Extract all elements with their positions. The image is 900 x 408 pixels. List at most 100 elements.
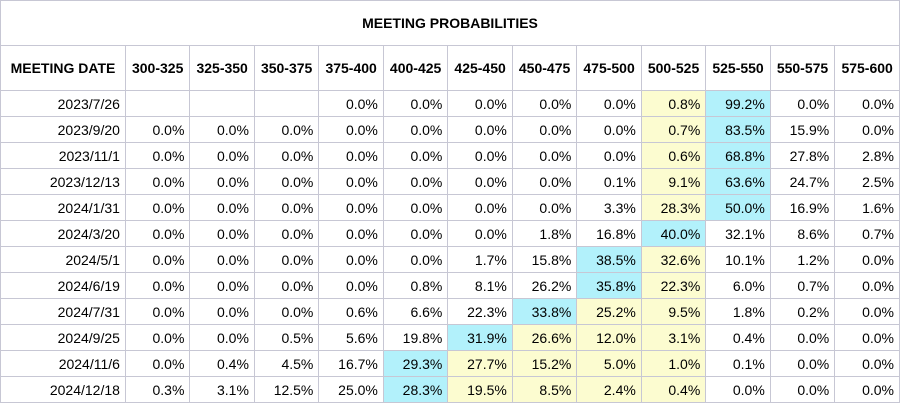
probability-cell: 0.0% [318, 116, 384, 143]
probability-cell: 0.0% [705, 376, 771, 403]
table-body: 2023/7/26 0.0% 0.0% 0.0% 0.0% 0.0% 0.8% 99.2% 0.… [0, 90, 900, 403]
probability-cell: 0.0% [189, 272, 255, 299]
probability-cell: 12.5% [253, 376, 320, 403]
probability-cell: 0.0% [382, 116, 449, 143]
probability-cell: 16.8% [576, 220, 642, 247]
probability-cell: 0.0% [382, 194, 449, 221]
probability-cell: 25.0% [318, 376, 384, 403]
probability-cell: 16.9% [769, 194, 836, 221]
probability-cell: 0.0% [447, 142, 513, 169]
probability-cell: 0.0% [318, 168, 384, 195]
probability-cell: 0.0% [447, 168, 513, 195]
probability-cell: 5.6% [318, 324, 384, 351]
probability-cell: 0.0% [189, 168, 255, 195]
probability-cell: 0.8% [640, 90, 707, 117]
probability-cell: 16.7% [318, 350, 384, 377]
probability-cell: 0.0% [124, 116, 191, 143]
column-header-500-525: 500-525 [640, 45, 707, 91]
table-row: 2024/5/1 0.0% 0.0% 0.0% 0.0% 0.0% 1.7% 15.8% 38.… [0, 246, 900, 273]
probability-cell: 40.0% [640, 220, 707, 247]
probability-cell: 0.5% [253, 324, 320, 351]
table-row: 2024/3/20 0.0% 0.0% 0.0% 0.0% 0.0% 0.0% 1.8% 16.… [0, 220, 900, 247]
meeting-date-cell: 2024/12/18 [0, 376, 126, 403]
probability-cell: 33.8% [511, 298, 578, 325]
probability-cell: 0.4% [705, 324, 771, 351]
probability-cell: 0.0% [318, 220, 384, 247]
probability-cell: 1.8% [705, 298, 771, 325]
column-header-375-400: 375-400 [318, 45, 384, 91]
probability-cell: 0.1% [576, 168, 642, 195]
meeting-date-cell: 2024/11/6 [0, 350, 126, 377]
probability-cell: 0.0% [189, 298, 255, 325]
probability-cell: 0.0% [253, 246, 320, 273]
probability-cell [189, 90, 255, 117]
probability-cell: 63.6% [705, 168, 771, 195]
probability-cell: 9.1% [640, 168, 707, 195]
probability-cell: 0.0% [189, 116, 255, 143]
column-header-row: MEETING DATE 300-325 325-350 350-375 375-400… [0, 45, 900, 91]
probability-cell: 0.0% [511, 168, 578, 195]
probability-cell: 8.6% [769, 220, 836, 247]
probability-cell: 3.1% [189, 376, 255, 403]
probability-cell: 0.0% [834, 298, 900, 325]
probability-cell: 10.1% [705, 246, 771, 273]
probability-cell: 2.4% [576, 376, 642, 403]
probability-cell: 0.0% [124, 142, 191, 169]
probability-cell: 6.6% [382, 298, 449, 325]
probability-cell: 28.3% [382, 376, 449, 403]
probability-cell: 0.0% [382, 90, 449, 117]
probability-cell: 2.8% [834, 142, 900, 169]
probability-cell: 0.0% [511, 116, 578, 143]
probability-cell: 2.5% [834, 168, 900, 195]
column-header-425-450: 425-450 [447, 45, 513, 91]
probability-cell: 0.0% [382, 142, 449, 169]
probability-cell [253, 90, 320, 117]
probability-cell: 99.2% [705, 90, 771, 117]
probability-cell: 4.5% [253, 350, 320, 377]
table-row: 2024/7/31 0.0% 0.0% 0.0% 0.6% 6.6% 22.3% 33.8% 2… [0, 298, 900, 325]
title-row: MEETING PROBABILITIES [0, 0, 900, 46]
probability-cell: 19.5% [447, 376, 513, 403]
probability-cell: 32.6% [640, 246, 707, 273]
probability-cell: 0.0% [124, 324, 191, 351]
probability-cell: 0.0% [253, 194, 320, 221]
probability-cell: 8.1% [447, 272, 513, 299]
probability-cell: 22.3% [447, 298, 513, 325]
probability-cell: 1.6% [834, 194, 900, 221]
probability-cell: 19.8% [382, 324, 449, 351]
probability-cell: 0.0% [576, 142, 642, 169]
probability-cell: 0.0% [189, 324, 255, 351]
column-header-575-600: 575-600 [834, 45, 900, 91]
meeting-date-cell: 2024/5/1 [0, 246, 126, 273]
probability-cell: 0.0% [576, 90, 642, 117]
probability-cell: 0.0% [834, 376, 900, 403]
table-row: 2024/1/31 0.0% 0.0% 0.0% 0.0% 0.0% 0.0% 0.0% 3.3… [0, 194, 900, 221]
probability-cell: 24.7% [769, 168, 836, 195]
probability-cell: 6.0% [705, 272, 771, 299]
probability-cell: 15.9% [769, 116, 836, 143]
probability-cell: 0.8% [382, 272, 449, 299]
meeting-date-cell: 2024/1/31 [0, 194, 126, 221]
meeting-date-cell: 2024/6/19 [0, 272, 126, 299]
probability-cell: 28.3% [640, 194, 707, 221]
probability-cell: 0.7% [769, 272, 836, 299]
probability-cell: 31.9% [447, 324, 513, 351]
probability-cell: 0.0% [382, 246, 449, 273]
probability-cell: 1.7% [447, 246, 513, 273]
probability-cell: 0.0% [124, 272, 191, 299]
probability-cell: 3.3% [576, 194, 642, 221]
probability-cell: 0.0% [318, 246, 384, 273]
probability-cell: 0.0% [124, 246, 191, 273]
column-header-475-500: 475-500 [576, 45, 642, 91]
probability-cell: 0.0% [253, 168, 320, 195]
probability-cell: 0.0% [834, 116, 900, 143]
probability-cell: 25.2% [576, 298, 642, 325]
column-header-300-325: 300-325 [124, 45, 191, 91]
probability-cell: 0.0% [834, 90, 900, 117]
probability-cell: 0.0% [318, 194, 384, 221]
probability-cell: 22.3% [640, 272, 707, 299]
meeting-date-cell: 2023/11/1 [0, 142, 126, 169]
probability-cell: 0.0% [511, 90, 578, 117]
meeting-date-cell: 2023/9/20 [0, 116, 126, 143]
meeting-date-cell: 2023/7/26 [0, 90, 126, 117]
